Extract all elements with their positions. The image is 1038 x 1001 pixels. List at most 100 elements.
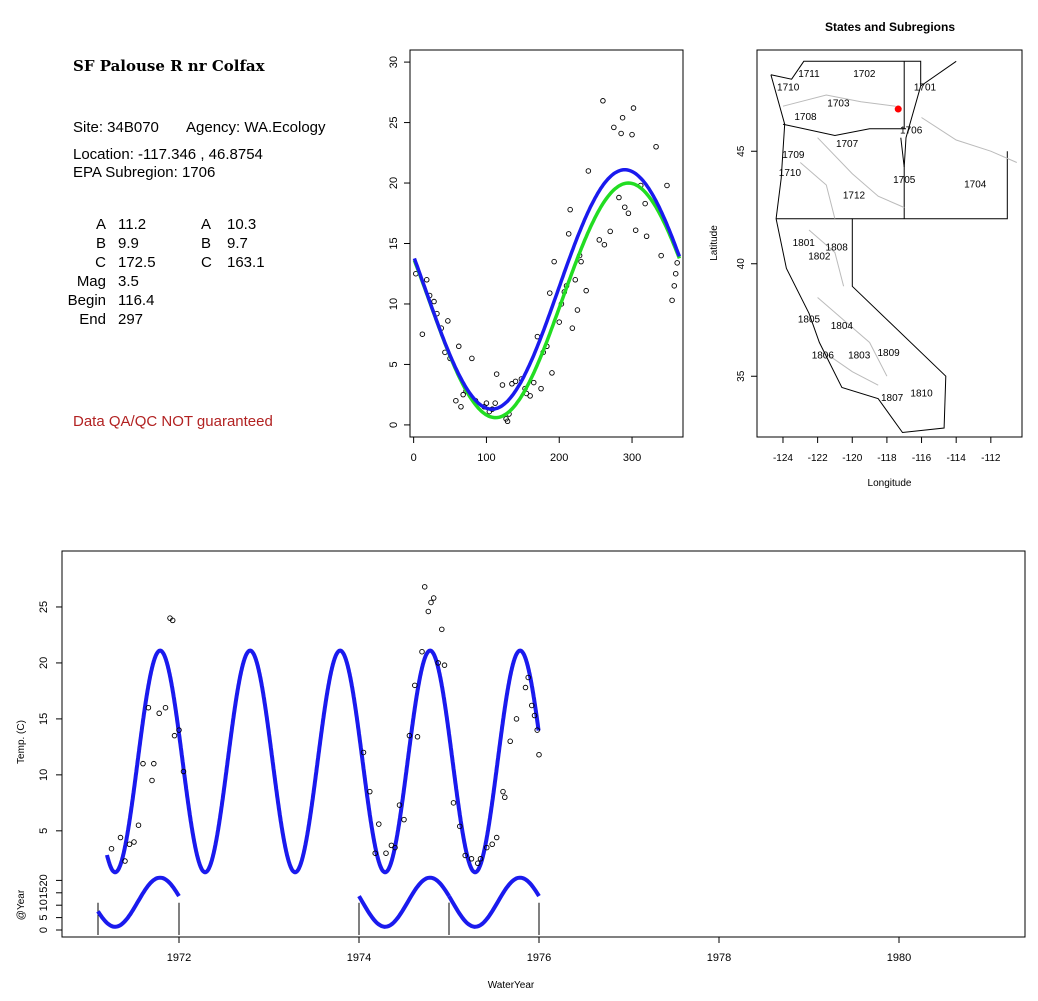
data-point — [475, 860, 481, 867]
data-point — [556, 319, 562, 325]
y-tick-label: 5 — [388, 361, 400, 367]
data-point — [574, 307, 581, 313]
data-point — [423, 277, 430, 283]
region-label: 1709 — [782, 150, 805, 161]
region-label: 1705 — [893, 175, 916, 186]
param-label: Begin — [67, 292, 106, 309]
param-value: 172.5 — [118, 254, 156, 271]
data-point — [171, 732, 178, 739]
region-label: 1712 — [843, 191, 866, 202]
param-label: A — [95, 216, 106, 233]
year-curve — [96, 875, 181, 929]
data-point — [162, 704, 169, 711]
data-point — [669, 297, 675, 304]
data-point — [135, 822, 142, 828]
site-marker — [894, 105, 902, 113]
fit-curve-blue — [105, 648, 541, 875]
y2-tick-label: 15 — [38, 887, 50, 899]
data-point — [421, 584, 428, 590]
data-point — [431, 298, 437, 305]
data-point — [664, 182, 670, 189]
data-point — [430, 595, 437, 601]
region-label: 1711 — [798, 69, 820, 80]
data-point — [145, 704, 152, 711]
data-point — [457, 823, 463, 830]
x-tick-label: 1972 — [167, 952, 191, 964]
data-point — [396, 802, 403, 808]
data-point — [469, 355, 475, 362]
data-point — [642, 200, 648, 207]
region-label: 1706 — [900, 125, 923, 136]
region-label: 1808 — [826, 242, 849, 253]
data-point — [509, 381, 515, 387]
param-value: 11.2 — [118, 216, 147, 233]
data-point — [522, 684, 529, 691]
x-tick-label: 1974 — [347, 952, 371, 964]
data-point — [456, 343, 462, 350]
region-label: 1810 — [910, 389, 933, 400]
data-point — [439, 626, 445, 633]
region-label: 1701 — [914, 83, 937, 94]
data-point — [616, 194, 622, 201]
x-tick-label: -112 — [981, 453, 1001, 464]
region-label: 1707 — [836, 139, 859, 150]
y-tick-label: 40 — [736, 258, 747, 270]
subregion-border — [808, 229, 845, 287]
data-point — [108, 845, 115, 852]
data-point — [412, 682, 418, 689]
region-label: 1803 — [848, 350, 871, 361]
param-label: End — [79, 311, 106, 328]
fit-curve-green — [412, 181, 682, 420]
subregion-border — [817, 137, 905, 208]
data-point — [176, 727, 182, 733]
data-point — [117, 834, 124, 841]
x-tick-label: -120 — [842, 453, 862, 464]
data-point — [578, 258, 584, 265]
data-point — [658, 252, 664, 259]
data-point — [629, 131, 635, 138]
data-point — [131, 839, 137, 845]
state-border — [782, 123, 906, 137]
x-tick-label: -124 — [773, 453, 793, 464]
data-point — [585, 168, 592, 174]
data-point — [513, 716, 520, 722]
plot-frame — [409, 49, 684, 438]
y-tick-label: 30 — [388, 56, 400, 68]
data-point — [419, 331, 426, 337]
data-point — [572, 277, 579, 283]
data-point — [458, 404, 464, 410]
fit-curve-blue — [412, 167, 682, 411]
data-point — [600, 98, 606, 104]
data-point — [414, 734, 421, 740]
y-tick-label: 15 — [38, 713, 50, 725]
param-label: Mag — [76, 273, 106, 290]
data-point — [489, 841, 495, 848]
data-point — [583, 287, 589, 294]
region-label: 1804 — [831, 321, 854, 332]
y2-tick-label: 20 — [38, 874, 50, 886]
y-tick-label: 0 — [388, 422, 400, 428]
data-point — [484, 844, 490, 851]
site-title: SF Palouse R nr Colfax — [73, 57, 265, 75]
data-point — [632, 227, 639, 233]
data-point — [122, 858, 128, 864]
data-point — [156, 710, 162, 717]
data-point — [512, 378, 519, 385]
data-point — [435, 660, 441, 666]
x-tick-label: -114 — [947, 453, 967, 464]
data-point — [611, 124, 617, 131]
y-tick-label: 20 — [38, 657, 50, 669]
param-value: 116.4 — [118, 292, 155, 309]
x-tick-label: 300 — [623, 452, 641, 464]
y-tick-label: 5 — [38, 828, 50, 834]
agency: Agency: WA.Ecology — [186, 119, 326, 136]
param-label: C — [95, 254, 106, 271]
data-point — [169, 617, 176, 624]
subregion-border — [799, 162, 836, 219]
year-curve — [447, 875, 541, 929]
y-tick-label: 15 — [388, 237, 400, 249]
data-point — [643, 233, 650, 239]
region-label: 1703 — [827, 98, 850, 109]
subregion-border — [921, 117, 1017, 163]
